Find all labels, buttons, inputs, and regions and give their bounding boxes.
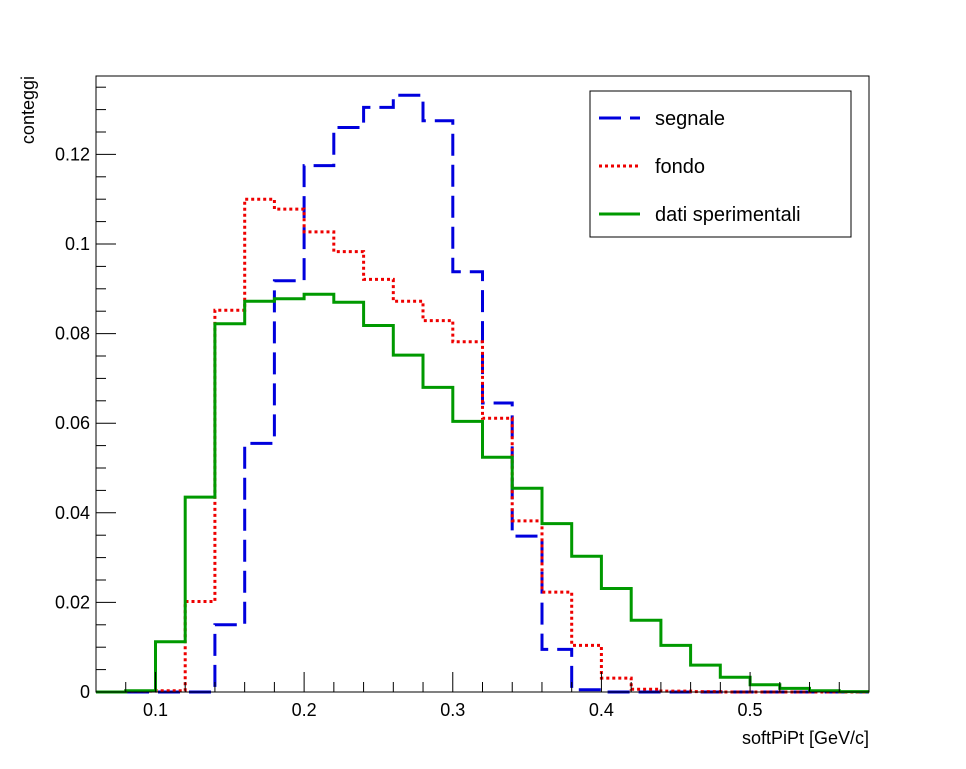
x-tick-label: 0.1 xyxy=(143,700,168,720)
series-line-dati-sperimentali xyxy=(96,292,869,694)
x-tick-label: 0.3 xyxy=(440,700,465,720)
y-tick-label: 0.08 xyxy=(55,324,90,344)
x-axis-title: softPiPt [GeV/c] xyxy=(742,728,869,748)
axis-layer: 0.1 0.2 0.3 0.4 0.5 0 0.02 0.04 0.06 0.08 0.1 0.12 xyxy=(55,86,870,720)
y-tick-label: 0.02 xyxy=(55,592,90,612)
legend-label: fondo xyxy=(655,156,705,178)
y-tick-label: 0.12 xyxy=(55,144,90,164)
legend-label: segnale xyxy=(655,108,725,130)
x-tick-label: 0.4 xyxy=(589,700,614,720)
y-tick-label: 0 xyxy=(80,682,90,702)
y-tick-label: 0.1 xyxy=(65,234,90,254)
x-tick-label: 0.2 xyxy=(292,700,317,720)
y-axis-title: conteggi xyxy=(18,76,38,144)
x-tick-label: 0.5 xyxy=(738,700,763,720)
legend-label: dati sperimentali xyxy=(655,204,801,226)
legend: segnale fondo dati sperimentali xyxy=(589,90,852,238)
y-tick-label: 0.06 xyxy=(55,413,90,433)
y-tick-label: 0.04 xyxy=(55,503,90,523)
